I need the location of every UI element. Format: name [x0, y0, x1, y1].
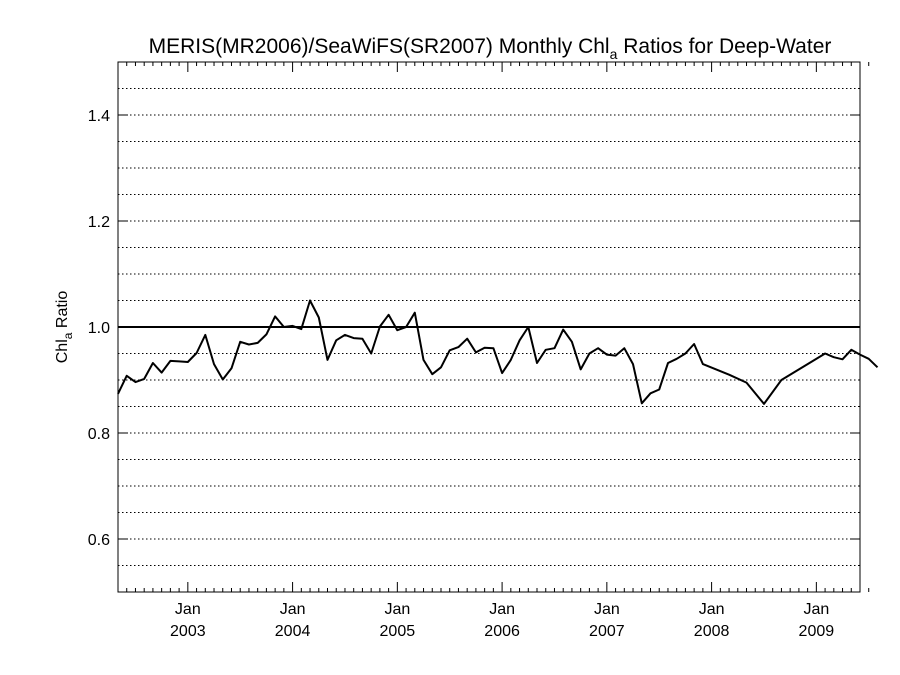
- y-tick-label: 1.2: [88, 214, 110, 231]
- series-line: [117, 299, 879, 405]
- y-axis: 0.6 0.8 1.0 1.2 1.4: [88, 108, 860, 549]
- x-tick-label-year: 2008: [694, 623, 730, 640]
- y-tick-label: 1.4: [88, 108, 110, 125]
- x-tick-label-year: 2004: [275, 623, 311, 640]
- x-tick-label-month: Jan: [280, 601, 306, 618]
- x-tick-label-year: 2007: [589, 623, 625, 640]
- x-tick-label-month: Jan: [803, 601, 829, 618]
- x-tick-label-year: 2005: [380, 623, 416, 640]
- y-tick-label: 1.0: [88, 320, 110, 337]
- x-tick-label-year: 2003: [170, 623, 206, 640]
- x-tick-label-month: Jan: [594, 601, 620, 618]
- y-tick-label: 0.8: [88, 426, 110, 443]
- chart-title: MERIS(MR2006)/SeaWiFS(SR2007) Monthly Ch…: [149, 35, 832, 62]
- y-axis-label: Chla Ratio: [54, 291, 75, 364]
- y-tick-label: 0.6: [88, 532, 110, 549]
- x-tick-label-month: Jan: [384, 601, 410, 618]
- x-tick-label-month: Jan: [175, 601, 201, 618]
- x-tick-label-year: 2009: [799, 623, 835, 640]
- x-tick-label-month: Jan: [489, 601, 515, 618]
- x-axis: Jan 2003 Jan 2004 Jan 2005 Jan 2006 Jan 2007 Jan 20…: [117, 62, 870, 640]
- x-tick-label-month: Jan: [699, 601, 725, 618]
- x-tick-label-year: 2006: [484, 623, 520, 640]
